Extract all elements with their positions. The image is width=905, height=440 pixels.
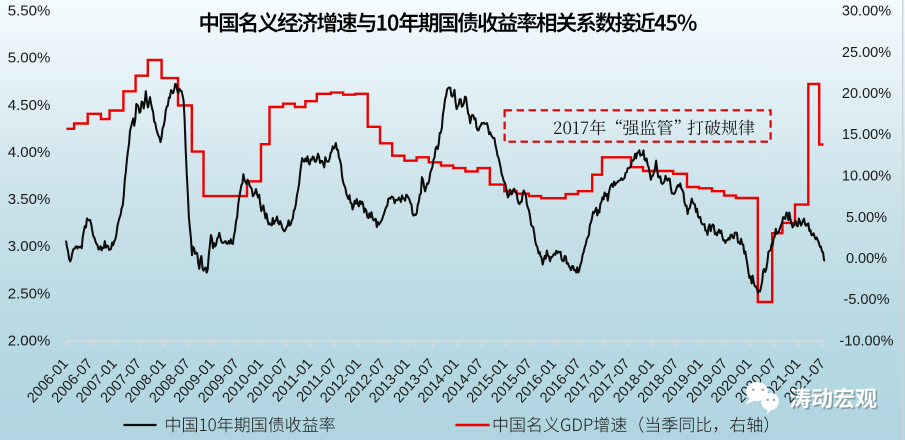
svg-text:20.00%: 20.00%: [842, 86, 891, 102]
svg-text:4.50%: 4.50%: [8, 97, 51, 114]
svg-text:0.00%: 0.00%: [846, 251, 887, 267]
svg-text:2.50%: 2.50%: [8, 285, 51, 302]
svg-text:3.50%: 3.50%: [8, 191, 51, 208]
svg-text:30.00%: 30.00%: [842, 4, 891, 20]
svg-text:10.00%: 10.00%: [842, 169, 891, 185]
svg-text:-10.00%: -10.00%: [839, 334, 893, 350]
svg-text:5.00%: 5.00%: [846, 210, 887, 226]
svg-text:-5.00%: -5.00%: [844, 292, 890, 308]
svg-text:5.50%: 5.50%: [8, 3, 51, 20]
svg-text:4.00%: 4.00%: [8, 144, 51, 161]
svg-text:5.00%: 5.00%: [8, 50, 51, 67]
svg-text:2.00%: 2.00%: [8, 333, 51, 350]
svg-text:25.00%: 25.00%: [842, 45, 891, 61]
svg-text:15.00%: 15.00%: [842, 127, 891, 143]
svg-text:3.00%: 3.00%: [8, 238, 51, 255]
